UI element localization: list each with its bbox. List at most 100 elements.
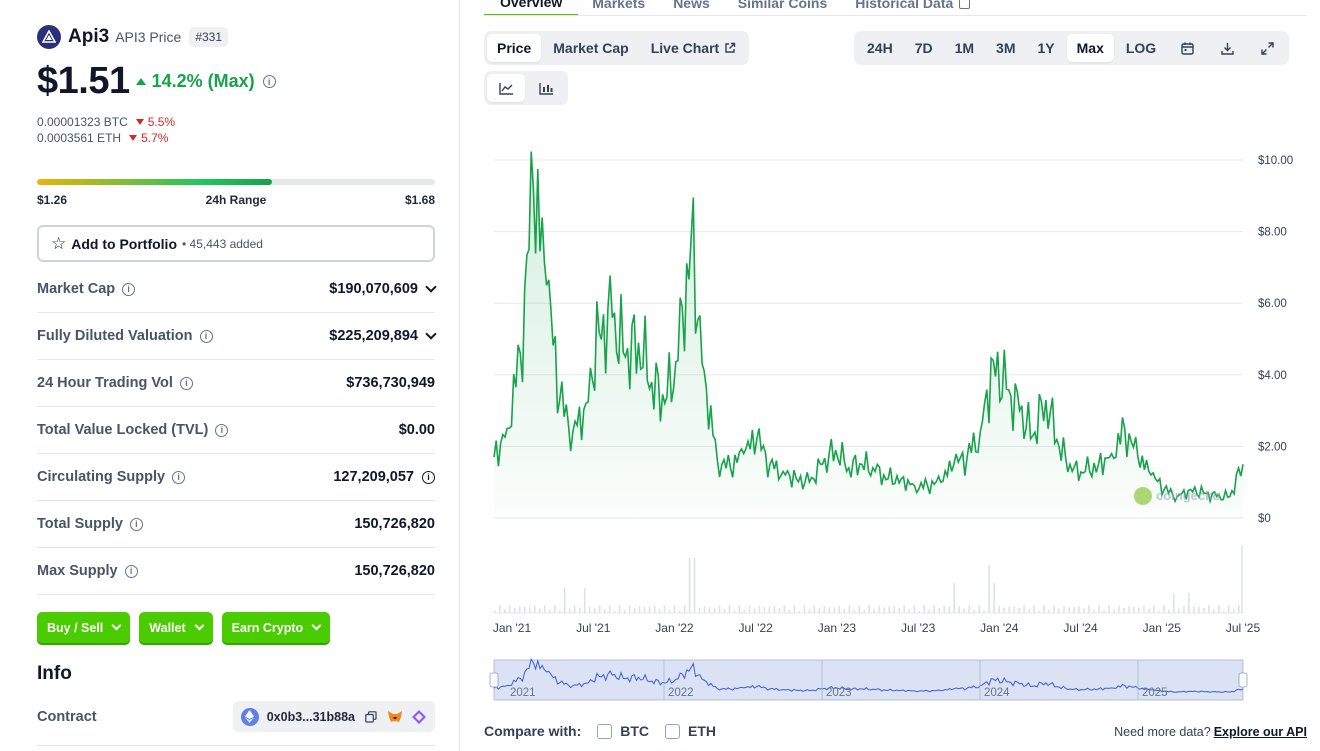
info-icon[interactable]: i xyxy=(179,376,193,390)
volume-bar xyxy=(818,607,821,613)
volume-bar xyxy=(1033,605,1035,613)
info-icon[interactable]: i xyxy=(122,282,136,296)
volume-bar xyxy=(973,610,975,613)
tab-similar-coins[interactable]: Similar Coins xyxy=(737,0,828,11)
volume-bar xyxy=(663,605,666,613)
range-1m[interactable]: 1M xyxy=(954,40,975,56)
range-1y[interactable]: 1Y xyxy=(1037,40,1055,56)
volume-bar xyxy=(988,565,990,613)
range-low: $1.26 xyxy=(37,193,68,207)
wallet-connect-icon[interactable] xyxy=(411,709,427,725)
stat-label: Fully Diluted Valuation i xyxy=(37,328,213,344)
range-7d[interactable]: 7D xyxy=(914,40,933,56)
stat-row-fdv[interactable]: Fully Diluted Valuation i $225,209,894 xyxy=(37,313,437,360)
volume-bar xyxy=(588,606,591,613)
market-cap-tab[interactable]: Market Cap xyxy=(553,40,629,56)
tab-overview[interactable]: Overview xyxy=(484,0,579,16)
range-max[interactable]: Max xyxy=(1066,34,1114,62)
earn-crypto-button[interactable]: Earn Crypto xyxy=(221,612,331,643)
info-icon[interactable]: i xyxy=(199,329,213,343)
compare-label: Compare with: xyxy=(484,723,582,739)
info-icon[interactable]: i xyxy=(262,75,276,88)
info-icon[interactable]: i xyxy=(124,564,138,578)
stat-value: $736,730,949 xyxy=(346,375,435,391)
eth-checkbox[interactable] xyxy=(665,723,681,739)
log-scale-toggle[interactable]: LOG xyxy=(1125,40,1157,56)
add-to-portfolio-button[interactable]: ☆ Add to Portfolio • 45,443 added xyxy=(37,225,435,262)
range-3m[interactable]: 3M xyxy=(996,40,1016,56)
download-icon[interactable] xyxy=(1208,34,1246,62)
navigator-handle-left xyxy=(489,672,499,688)
price-tab[interactable]: Price xyxy=(487,34,542,62)
info-heading: Info xyxy=(37,663,72,684)
volume-bar xyxy=(568,608,571,613)
volume-bar xyxy=(508,605,511,613)
stat-value: 150,726,820 xyxy=(354,516,435,532)
stat-label-text: Fully Diluted Valuation xyxy=(37,328,193,344)
24h-range-labels: $1.26 24h Range $1.68 xyxy=(37,193,435,207)
metamask-icon[interactable] xyxy=(387,709,403,725)
stat-label-text: Total Supply xyxy=(37,516,123,532)
volume-bar xyxy=(768,606,771,613)
navigator-label: 2025 xyxy=(1142,687,1168,699)
info-icon[interactable]: i xyxy=(215,423,229,437)
volume-bar xyxy=(798,610,801,613)
info-icon[interactable]: i xyxy=(422,470,435,484)
range-24h[interactable]: 24H xyxy=(867,40,893,56)
info-icon[interactable]: i xyxy=(172,470,186,484)
navigator-label: 2022 xyxy=(668,687,694,699)
stats-table: Market Cap i $190,070,609 Fully Diluted V… xyxy=(37,266,437,595)
tab-news[interactable]: News xyxy=(673,0,710,11)
volume-bar xyxy=(733,610,736,613)
price-chart[interactable]: $10.00 $8.00 $6.00 $4.00 $2.00 $0 coingecko Jan… xyxy=(484,130,1307,710)
stat-value-text: $190,070,609 xyxy=(329,281,418,297)
copy-icon[interactable] xyxy=(363,709,379,725)
volume-bar xyxy=(1173,593,1175,613)
fullscreen-icon[interactable] xyxy=(1248,34,1286,62)
chevron-down-icon xyxy=(311,620,322,631)
volume-bar xyxy=(778,608,781,613)
star-icon: ☆ xyxy=(51,233,67,253)
volume-bar xyxy=(643,606,646,613)
stat-label: Total Supply i xyxy=(37,516,143,532)
buy-sell-button[interactable]: Buy / Sell xyxy=(37,612,131,643)
live-chart-tab[interactable]: Live Chart xyxy=(641,34,746,62)
stat-label-text: Total Value Locked (TVL) xyxy=(37,422,209,438)
caret-down-icon xyxy=(129,135,138,141)
y-tick-label: $0 xyxy=(1258,513,1271,525)
tab-markets[interactable]: Markets xyxy=(592,0,646,11)
explore-api-link[interactable]: Explore our API xyxy=(1213,725,1307,739)
stat-row-market-cap[interactable]: Market Cap i $190,070,609 xyxy=(37,266,437,313)
stat-row-max-supply: Max Supply i 150,726,820 xyxy=(37,548,435,595)
volume-bar xyxy=(783,605,786,613)
stat-label: Total Value Locked (TVL) i xyxy=(37,422,229,438)
candlestick-icon[interactable] xyxy=(527,74,565,102)
btc-checkbox[interactable] xyxy=(597,723,613,739)
contract-pill[interactable]: 0x0b3...31b88a xyxy=(232,701,435,732)
volume-bar xyxy=(618,605,621,613)
volume-bar xyxy=(843,608,846,613)
line-chart-icon[interactable] xyxy=(487,74,525,102)
stat-value-text: $225,209,894 xyxy=(329,328,418,344)
stat-label-text: Market Cap xyxy=(37,281,116,297)
tab-historical-data[interactable]: Historical Data xyxy=(841,0,984,16)
coin-info-panel: Api3 API3 Price #331 $1.51 14.2% (Max) i… xyxy=(0,0,460,751)
stat-label-text: Circulating Supply xyxy=(37,469,166,485)
x-tick-label: Jan '24 xyxy=(980,621,1019,635)
eth-change: 5.7% xyxy=(129,131,168,145)
volume-bar xyxy=(598,605,601,613)
api-note-text: Need more data? xyxy=(1114,725,1211,739)
volume-bar xyxy=(893,606,896,613)
volume-bar xyxy=(1168,610,1170,613)
volume-bar xyxy=(1233,609,1235,613)
wallet-button[interactable]: Wallet xyxy=(139,612,213,643)
tabs-divider xyxy=(484,15,1307,16)
btc-price: 0.00001323 BTC xyxy=(37,115,128,129)
chevron-down-icon[interactable] xyxy=(425,281,437,293)
calendar-icon[interactable] xyxy=(1168,34,1206,62)
coin-name: Api3 xyxy=(68,26,110,47)
volume-bar xyxy=(853,610,856,613)
info-icon[interactable]: i xyxy=(129,517,143,531)
volume-bar xyxy=(838,605,841,613)
chevron-down-icon[interactable] xyxy=(425,328,437,340)
